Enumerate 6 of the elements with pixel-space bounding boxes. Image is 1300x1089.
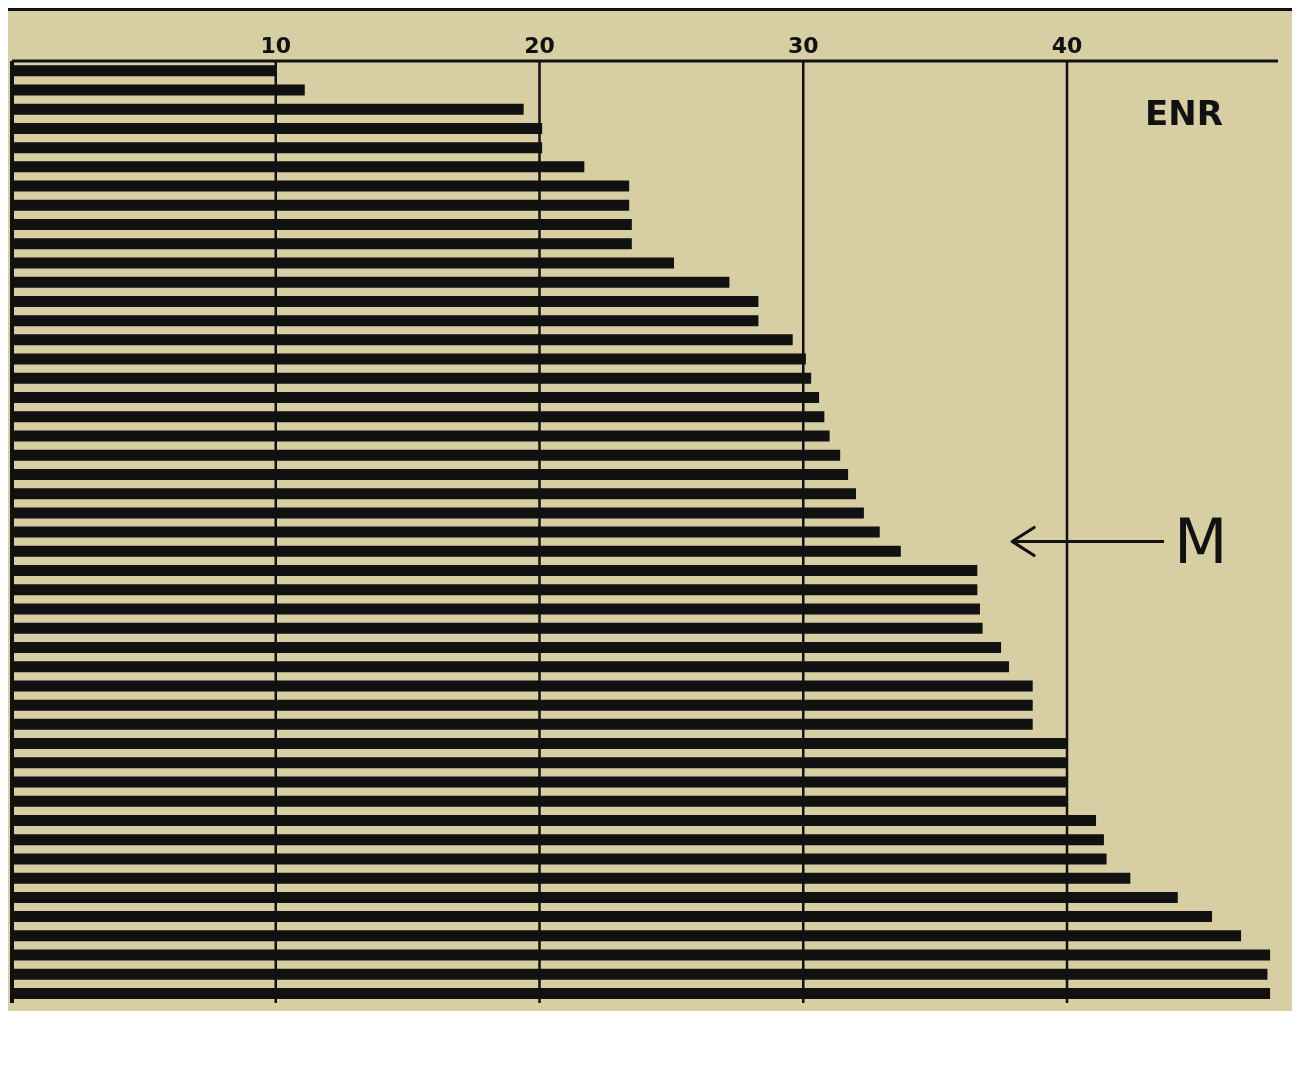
- x-tick-label: 10: [260, 33, 292, 58]
- x-tick-label: 40: [1051, 33, 1083, 58]
- x-tick-label: 20: [524, 33, 555, 58]
- x-tick-label: 30: [787, 33, 819, 58]
- annotation: M: [1174, 505, 1228, 579]
- annotation: ENR: [1145, 93, 1223, 133]
